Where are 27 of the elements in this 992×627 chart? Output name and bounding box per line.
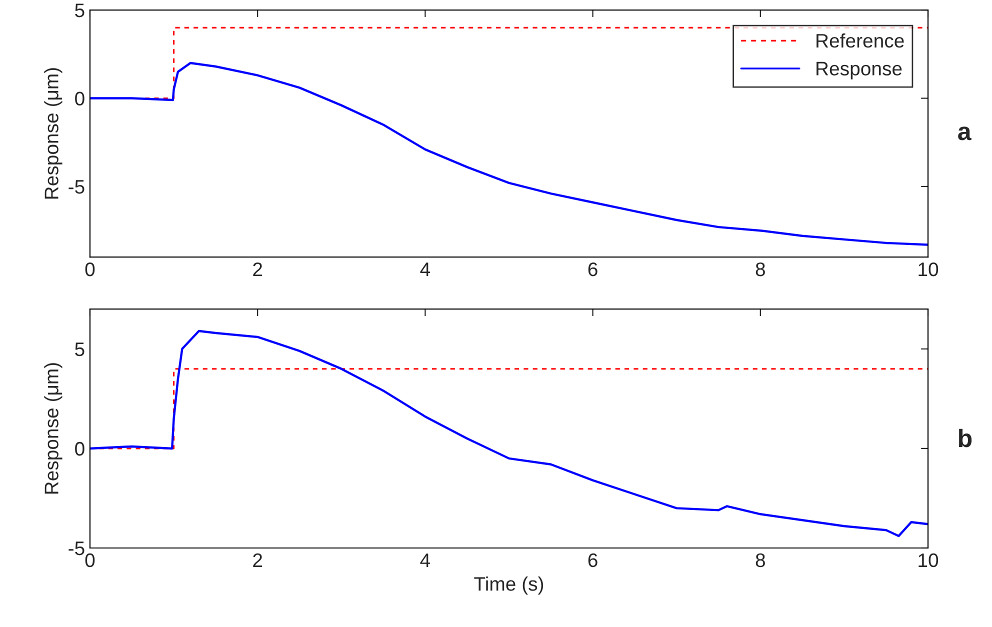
x-tick-label: 6 <box>588 262 598 276</box>
x-tick-label: 4 <box>420 554 430 567</box>
x-tick-label: 10 <box>918 553 938 568</box>
x-tick-label: 6 <box>588 553 598 568</box>
line-series <box>90 62 928 246</box>
x-tick-label: 4 <box>420 262 430 276</box>
y-tick-label: -5 <box>68 180 84 194</box>
y-tick-label: 5 <box>75 342 84 356</box>
x-tick-label: 0 <box>85 553 95 568</box>
x-tick-label: 2 <box>253 262 262 276</box>
y-tick-label: 0 <box>75 92 84 106</box>
x-tick-label: 8 <box>756 553 765 568</box>
x-tick-label: 10 <box>918 262 938 276</box>
line-series <box>90 330 928 538</box>
legend-label: Reference <box>816 33 904 48</box>
y-tick-label: 0 <box>75 442 84 456</box>
text: a <box>958 126 972 140</box>
y-tick-label: -5 <box>68 542 84 556</box>
y-tick-label: 5 <box>75 4 84 18</box>
x-tick-label: 8 <box>756 262 765 276</box>
x-tick-label: 2 <box>253 553 262 567</box>
x-tick-label: 0 <box>85 262 95 276</box>
y-axis-title: Response (μm) <box>44 363 62 494</box>
text: b <box>958 428 972 448</box>
legend-label: Response <box>816 62 902 80</box>
x-axis-title: Time (s) <box>474 576 544 595</box>
y-axis-title: Response (μm) <box>44 68 62 199</box>
